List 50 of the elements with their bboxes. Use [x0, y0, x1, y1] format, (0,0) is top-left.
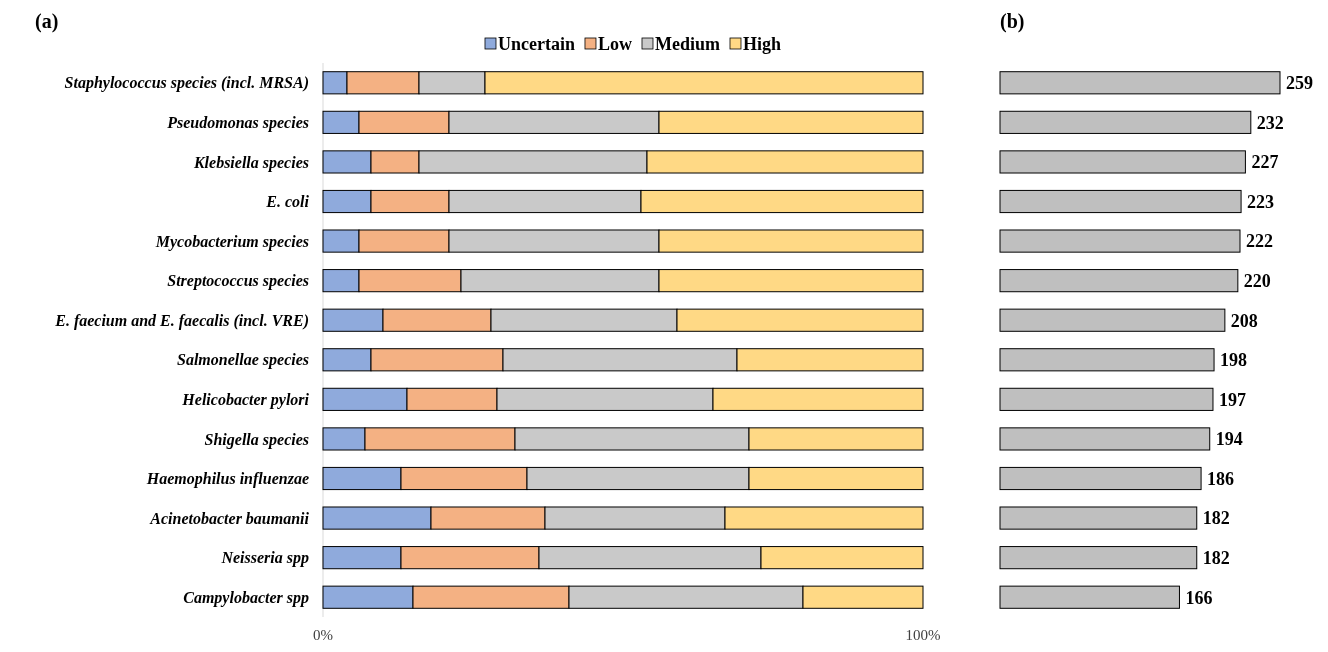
bar	[999, 466, 1202, 491]
data-label: 197	[1218, 389, 1246, 410]
x-tick-label: 100%	[905, 627, 941, 643]
legend-label: Low	[597, 34, 632, 55]
bar	[999, 269, 1239, 293]
y-tick-label: Neisseria spp	[220, 549, 309, 568]
y-tick-label: Mycobacterium species	[154, 232, 309, 251]
bar	[999, 308, 1226, 332]
y-tick-label: E. faecium and E. faecalis (incl. VRE)	[54, 311, 309, 330]
data-label: 208	[1230, 310, 1258, 331]
bar	[999, 71, 1281, 95]
y-tick-label: Klebsiella species	[192, 153, 309, 172]
legend-label: Uncertain	[497, 34, 575, 55]
data-label: 223	[1247, 191, 1275, 212]
data-label: 166	[1185, 587, 1213, 608]
data-label: 198	[1220, 350, 1248, 371]
bar	[999, 427, 1211, 451]
bar	[999, 585, 1180, 609]
bar	[999, 387, 1214, 411]
bar	[999, 348, 1215, 372]
data-label: 227	[1251, 152, 1279, 173]
data-label: 220	[1243, 270, 1271, 291]
data-label: 186	[1207, 468, 1235, 489]
bar	[999, 110, 1252, 134]
data-label: 222	[1246, 231, 1273, 252]
bar	[999, 546, 1198, 570]
legend-label: High	[742, 34, 782, 55]
data-label: 182	[1202, 547, 1230, 568]
y-tick-label: Salmonellae species	[177, 351, 309, 370]
y-tick-label: Shigella species	[204, 430, 309, 449]
chart-title: (b)	[1000, 10, 1025, 33]
y-tick-label: Streptococcus species	[167, 272, 309, 291]
y-tick-label: Campylobacter spp	[183, 588, 309, 607]
y-tick-label: Staphylococcus species (incl. MRSA)	[64, 74, 309, 93]
x-tick-label: 0%	[313, 627, 333, 643]
y-tick-label: Haemophilus influenzae	[145, 470, 309, 489]
data-label: 182	[1202, 508, 1230, 529]
text: (a)	[35, 10, 59, 33]
bar	[999, 229, 1241, 253]
data-label: 194	[1215, 429, 1243, 450]
legend-label: Medium	[654, 34, 720, 55]
bar	[999, 150, 1246, 174]
y-tick-label: Acinetobacter baumanii	[149, 509, 310, 527]
data-label: 232	[1256, 112, 1284, 133]
y-tick-label: E. coli	[265, 193, 310, 211]
y-tick-label: Pseudomonas species	[166, 113, 309, 132]
data-label: 259	[1286, 73, 1313, 94]
bar	[999, 506, 1198, 530]
y-tick-label: Helicobacter pylori	[181, 390, 310, 409]
bar	[999, 189, 1242, 214]
